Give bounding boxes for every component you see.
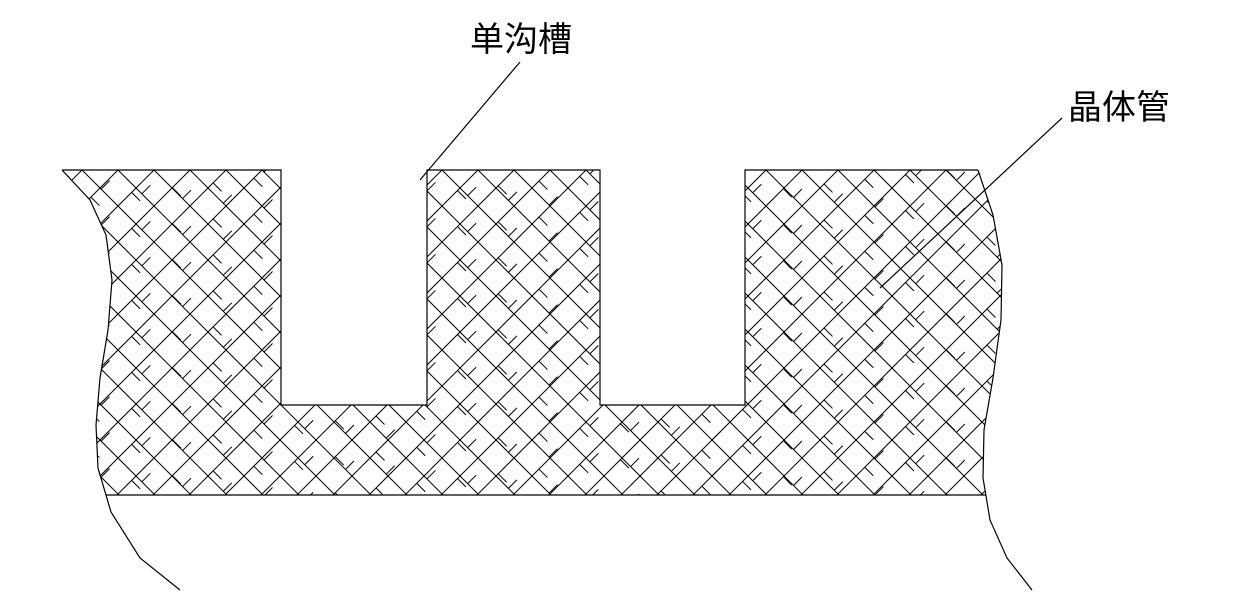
trench-leader-line (420, 62, 520, 180)
transistor-outline (62, 170, 1032, 590)
hatch-fill (40, 0, 1060, 616)
diagram-canvas (0, 0, 1240, 616)
